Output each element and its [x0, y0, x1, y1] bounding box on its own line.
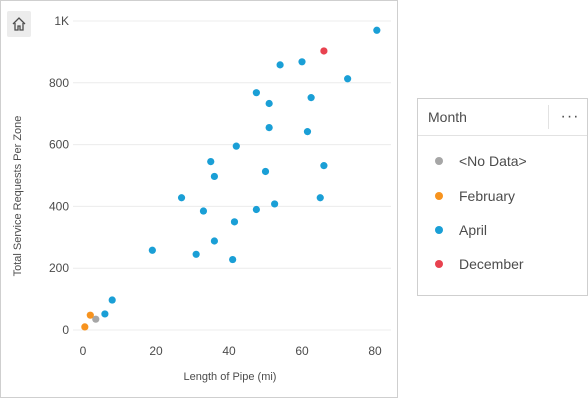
data-point[interactable] [344, 75, 352, 83]
data-point[interactable] [261, 167, 270, 176]
chart-card: 0 200 400 600 800 1K 0 20 40 60 80 Length of Pipe… [0, 0, 398, 398]
legend-divider [548, 105, 549, 129]
y-axis-title: Total Service Requests Per Zone [12, 116, 24, 277]
data-points [81, 26, 381, 331]
data-point[interactable] [232, 142, 240, 150]
y-axis-ticks: 0 200 400 600 800 1K [49, 14, 69, 337]
data-point[interactable] [177, 194, 186, 202]
legend-swatch [435, 157, 443, 165]
grid-lines [73, 20, 391, 331]
data-point[interactable] [81, 323, 89, 331]
x-tick-label: 20 [149, 344, 163, 358]
legend-item-april[interactable]: April [428, 220, 487, 240]
x-tick-label: 0 [80, 344, 87, 358]
legend-panel: Month ··· <No Data> February April Decem… [417, 98, 588, 296]
more-horizontal-icon: ··· [560, 108, 580, 125]
data-point[interactable] [303, 128, 312, 136]
legend-label: <No Data> [459, 153, 527, 169]
x-axis-ticks: 0 20 40 60 80 [80, 344, 382, 358]
data-point[interactable] [265, 124, 273, 132]
legend-item-no-data[interactable]: <No Data> [428, 151, 527, 171]
data-point[interactable] [298, 58, 306, 66]
data-point[interactable] [276, 61, 284, 69]
legend-swatch [435, 192, 443, 200]
data-point[interactable] [271, 200, 279, 208]
data-point[interactable] [86, 311, 94, 319]
y-tick-label: 400 [49, 199, 69, 213]
data-point[interactable] [230, 218, 239, 226]
legend-swatch [435, 260, 443, 268]
y-tick-label: 600 [49, 138, 69, 152]
data-point[interactable] [210, 172, 218, 181]
data-point[interactable] [320, 162, 328, 170]
data-point[interactable] [373, 26, 381, 34]
legend-item-february[interactable]: February [428, 186, 515, 206]
x-tick-label: 80 [368, 344, 382, 358]
x-axis-title: Length of Pipe (mi) [184, 371, 277, 383]
data-point[interactable] [192, 250, 200, 258]
data-point[interactable] [252, 205, 260, 214]
data-point[interactable] [320, 47, 328, 55]
data-point[interactable] [229, 255, 237, 264]
legend-label: April [459, 222, 488, 238]
home-icon [12, 17, 26, 31]
data-point[interactable] [92, 315, 100, 323]
more-options-button[interactable]: ··· [558, 105, 582, 129]
y-tick-label: 800 [49, 76, 69, 90]
y-tick-label: 0 [62, 323, 69, 337]
scatter-chart: 0 200 400 600 800 1K 0 20 40 60 80 Length of Pipe… [12, 14, 391, 383]
data-point[interactable] [199, 207, 208, 215]
data-point[interactable] [210, 237, 218, 245]
legend-item-december[interactable]: December [428, 254, 524, 274]
legend-title: Month [428, 109, 467, 125]
y-tick-label: 1K [54, 14, 69, 28]
data-point[interactable] [265, 99, 273, 108]
home-button[interactable] [7, 11, 31, 37]
data-point[interactable] [148, 246, 156, 254]
x-tick-label: 60 [295, 344, 309, 358]
data-point[interactable] [207, 157, 215, 166]
data-point[interactable] [252, 89, 260, 97]
legend-header: Month ··· [418, 99, 587, 136]
y-tick-label: 200 [49, 261, 69, 275]
data-point[interactable] [307, 94, 315, 102]
x-tick-label: 40 [222, 344, 236, 358]
data-point[interactable] [108, 296, 116, 304]
data-point[interactable] [316, 194, 324, 202]
legend-swatch [435, 226, 443, 234]
data-point[interactable] [101, 310, 109, 318]
legend-label: February [459, 188, 516, 204]
legend-label: December [459, 256, 524, 272]
